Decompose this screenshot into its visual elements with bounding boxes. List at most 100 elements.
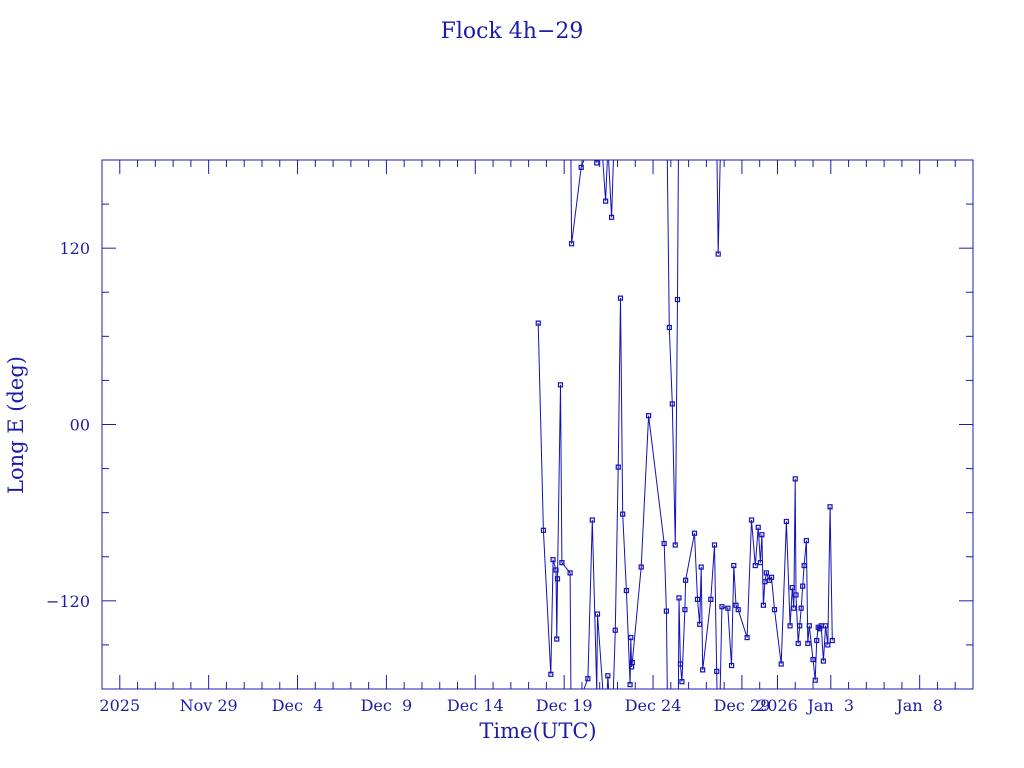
data-point	[605, 673, 611, 679]
data-point	[714, 668, 720, 674]
data-point	[594, 160, 600, 166]
data-point	[608, 214, 615, 220]
data-point	[708, 596, 714, 602]
y-tick-label: 120	[59, 239, 90, 258]
data-point	[792, 476, 798, 482]
data-point	[627, 681, 633, 688]
series-group	[535, 159, 835, 690]
data-point	[663, 608, 669, 614]
x-tick-label: Jan 3	[805, 696, 854, 715]
data-point	[735, 607, 741, 613]
data-point	[589, 517, 595, 523]
data-point	[645, 413, 652, 419]
data-point	[803, 537, 809, 544]
data-point	[760, 602, 766, 608]
data-point	[787, 623, 793, 629]
data-point	[615, 464, 621, 470]
data-point	[768, 574, 775, 580]
data-point	[540, 527, 547, 533]
data-point	[553, 567, 559, 573]
data-point	[728, 662, 735, 669]
data-point	[757, 560, 764, 566]
data-point	[725, 605, 731, 611]
data-point	[801, 562, 807, 569]
data-point	[798, 605, 804, 611]
data-point	[820, 658, 826, 664]
data-point	[638, 564, 644, 570]
y-ticks: 120 00 −120	[46, 203, 973, 646]
data-point	[672, 542, 678, 548]
data-point	[594, 611, 601, 617]
data-point	[810, 657, 816, 663]
data-point	[557, 382, 564, 388]
data-point	[679, 679, 685, 685]
data-point	[559, 560, 565, 566]
data-point	[800, 583, 806, 589]
x-tick-label: Dec 24	[625, 696, 682, 715]
data-point	[683, 577, 689, 583]
data-point	[603, 198, 609, 204]
data-point	[554, 636, 560, 642]
x-tick-label: Nov 29	[180, 696, 238, 715]
plot-frame	[101, 159, 974, 690]
data-point	[795, 640, 801, 647]
data-point	[711, 542, 718, 548]
data-point	[805, 640, 811, 647]
data-point	[814, 637, 820, 644]
data-point	[755, 524, 761, 530]
data-point	[612, 627, 618, 633]
data-point	[719, 604, 725, 610]
series-points	[535, 160, 835, 688]
data-point	[550, 557, 556, 563]
data-point	[578, 164, 584, 170]
data-point	[628, 634, 634, 641]
y-tick-label: 00	[70, 416, 90, 435]
x-tick-label: 2026	[757, 696, 798, 715]
data-point	[697, 621, 703, 627]
data-point	[783, 518, 789, 525]
data-point	[771, 607, 778, 613]
data-point	[825, 642, 831, 648]
data-point	[763, 570, 769, 576]
data-point	[715, 251, 721, 257]
data-point	[793, 592, 799, 598]
x-tick-label: Dec 29	[714, 696, 771, 715]
data-point	[674, 296, 681, 303]
y-axis-label: Long E (deg)	[4, 356, 28, 494]
y-tick-label: −120	[46, 592, 90, 611]
data-point	[829, 637, 835, 644]
data-point	[823, 623, 829, 629]
data-point	[827, 504, 833, 510]
data-point	[677, 661, 684, 667]
data-point	[567, 570, 573, 576]
data-point	[676, 595, 682, 601]
x-tick-label: Dec 19	[536, 696, 593, 715]
data-point	[669, 401, 675, 407]
data-point	[778, 661, 784, 667]
data-point	[666, 324, 672, 331]
data-point	[752, 562, 758, 569]
data-point	[554, 576, 561, 582]
data-point	[797, 623, 803, 629]
data-point	[682, 607, 688, 613]
data-point	[620, 511, 626, 517]
data-point	[744, 634, 750, 641]
x-axis-label: Time(UTC)	[479, 719, 596, 743]
x-tick-label: Dec 9	[361, 696, 413, 715]
data-point	[731, 562, 737, 569]
data-point	[791, 605, 797, 611]
data-point	[568, 241, 575, 247]
data-point	[759, 532, 765, 538]
data-point	[629, 659, 635, 666]
data-point	[548, 671, 554, 677]
data-point	[617, 295, 624, 301]
x-tick-label: 2025	[99, 696, 140, 715]
x-tick-label: Dec 4	[272, 696, 324, 715]
data-point	[623, 587, 629, 594]
data-point	[789, 585, 795, 591]
data-point	[661, 540, 667, 547]
data-point	[585, 676, 591, 682]
data-point	[748, 517, 755, 523]
data-point	[694, 596, 701, 602]
